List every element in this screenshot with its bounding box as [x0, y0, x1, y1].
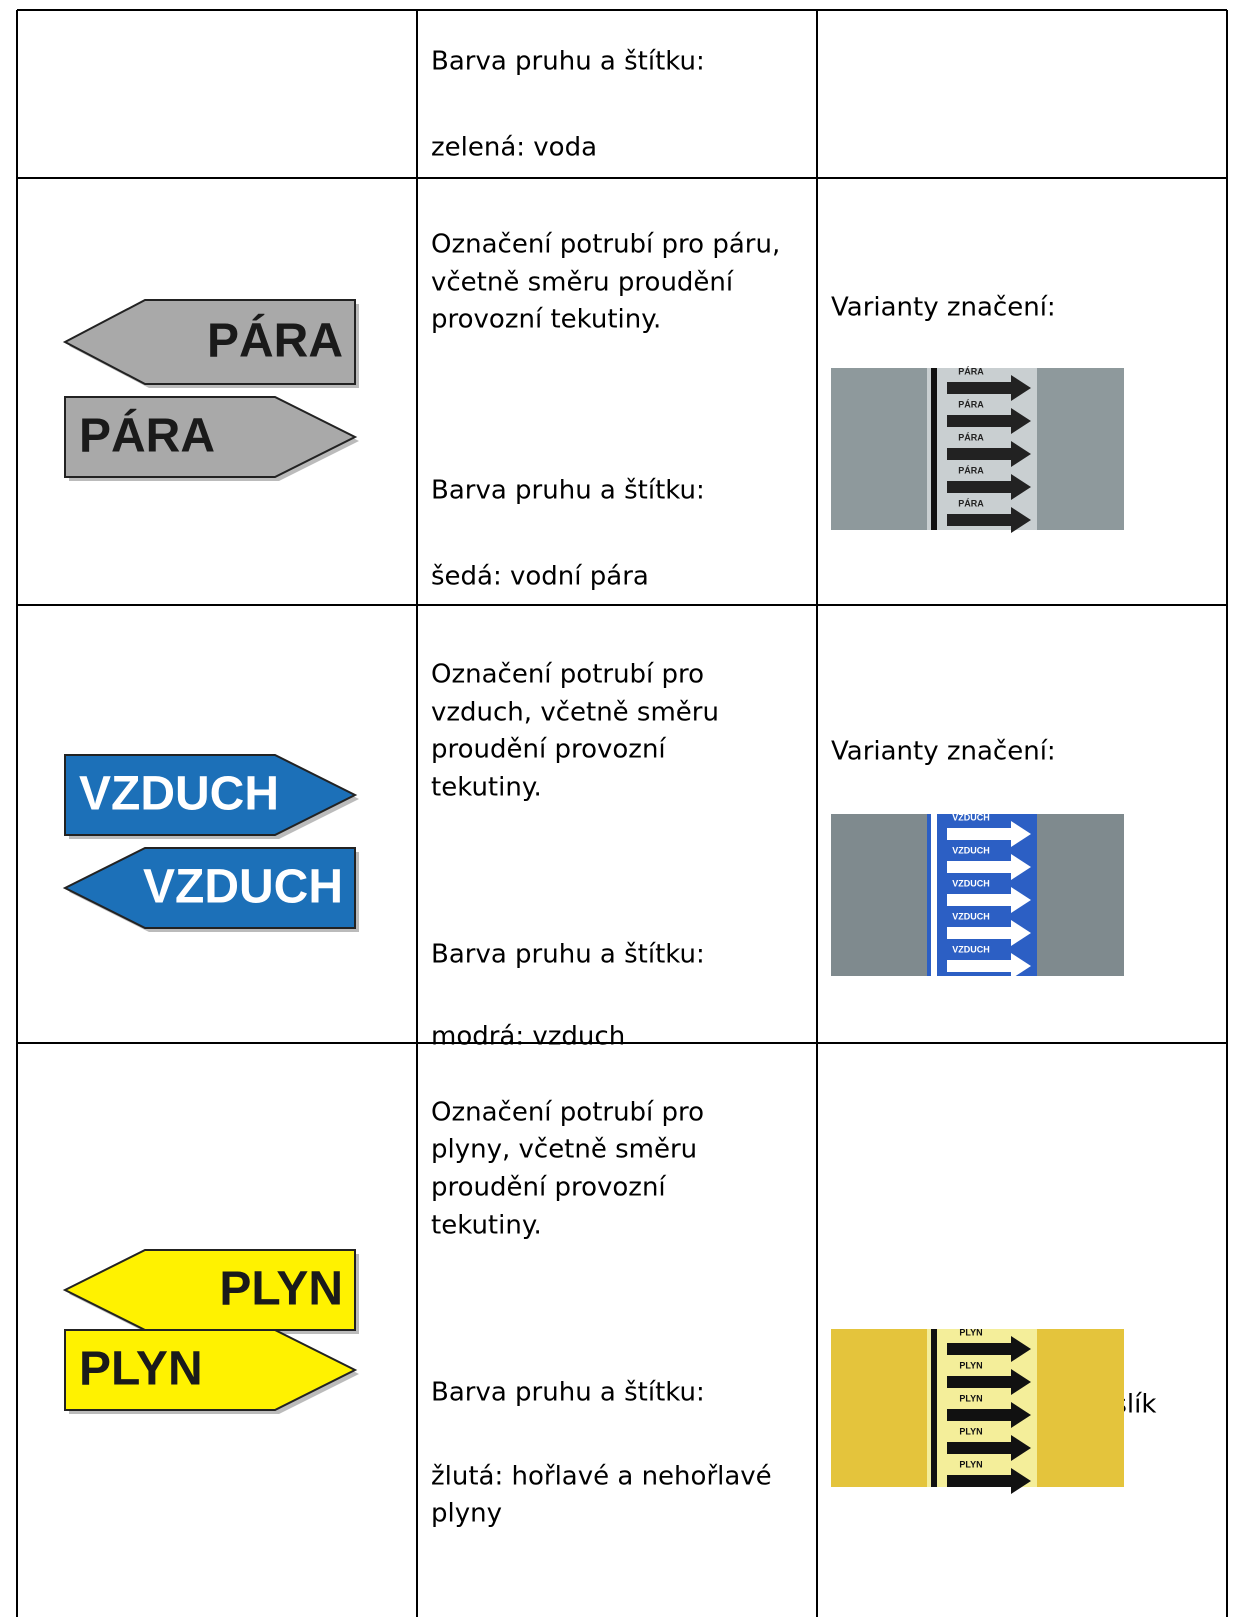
description-line: proudění provozní	[431, 1173, 666, 1203]
pipe-label: PLYN	[959, 1459, 982, 1469]
variants-heading: Varianty značení:	[831, 293, 1056, 323]
sign	[64, 754, 358, 836]
pipe-arrow	[947, 441, 1031, 467]
pipe-arrow	[947, 375, 1031, 401]
description-line: Označení potrubí pro páru,	[431, 230, 780, 260]
pipe-arrow	[947, 1402, 1031, 1428]
sign-label: PÁRA	[79, 409, 215, 463]
pipe-arrow	[947, 408, 1031, 434]
color-text: žlutá: hořlavé a nehořlavé	[431, 1462, 772, 1492]
description-line: tekutiny.	[431, 1211, 542, 1241]
color-text: plyny	[431, 1499, 502, 1529]
sign-label: PLYN	[79, 1343, 203, 1396]
sign-label: VZDUCH	[79, 768, 279, 821]
sign	[64, 396, 358, 478]
pipe-label: PLYN	[959, 1360, 982, 1370]
pipe-label: PLYN	[959, 1426, 982, 1436]
description-line: plyny, včetně směru	[431, 1135, 697, 1165]
pipe-label: PÁRA	[958, 465, 984, 475]
pipe-label: PÁRA	[958, 366, 984, 376]
pipe-label: PÁRA	[958, 498, 984, 508]
sign-label: PLYN	[219, 1263, 343, 1316]
pipe-arrow	[947, 474, 1031, 500]
pipe-arrow	[947, 854, 1031, 880]
pipe-arrow	[947, 920, 1031, 946]
pipe-arrow	[947, 953, 1031, 979]
color-heading: Barva pruhu a štítku:	[431, 476, 705, 506]
color-heading: Barva pruhu a štítku:	[431, 1378, 705, 1408]
color-text: zelená: voda	[431, 133, 597, 163]
pipe-label: PÁRA	[958, 399, 984, 409]
description-line: tekutiny.	[431, 773, 542, 803]
pipe-stripe	[931, 814, 937, 976]
color-heading: Barva pruhu a štítku:	[431, 940, 705, 970]
pipe-label: VZDUCH	[952, 944, 990, 954]
pipe-label: PLYN	[959, 1393, 982, 1403]
pipe-label: VZDUCH	[952, 878, 990, 888]
description-line: včetně směru proudění	[431, 268, 734, 298]
color-heading: Barva pruhu a štítku:	[431, 47, 705, 77]
description-line: Označení potrubí pro	[431, 660, 704, 690]
pipe-label: VZDUCH	[952, 911, 990, 921]
color-text: šedá: vodní pára	[431, 562, 649, 592]
description-line: Označení potrubí pro	[431, 1098, 704, 1128]
pipe-label: PÁRA	[958, 432, 984, 442]
sign	[62, 1249, 356, 1331]
description-line: vzduch, včetně směru	[431, 698, 719, 728]
color-text: modrá: vzduch	[431, 1022, 625, 1052]
table-grid	[16, 9, 1228, 1617]
pipe-arrow	[947, 821, 1031, 847]
pipe-arrow	[947, 1435, 1031, 1461]
sign-label: VZDUCH	[143, 861, 343, 914]
pipe-label: PLYN	[959, 1327, 982, 1337]
sign-label: PÁRA	[207, 314, 343, 368]
pipe-stripe	[931, 1329, 937, 1487]
sign	[64, 1329, 358, 1411]
pipe-arrow	[947, 507, 1031, 533]
variants-heading: Varianty značení:	[831, 737, 1056, 767]
description-line: proudění provozní	[431, 735, 666, 765]
pipe-label: VZDUCH	[952, 845, 990, 855]
sign	[62, 847, 356, 929]
pipe-arrow	[947, 1369, 1031, 1395]
pipe-arrow	[947, 1468, 1031, 1494]
pipe-arrow	[947, 887, 1031, 913]
pipe-arrow	[947, 1336, 1031, 1362]
description-line: provozní tekutiny.	[431, 305, 661, 335]
sign	[62, 299, 356, 385]
pipe-label: VZDUCH	[952, 812, 990, 822]
pipe-stripe	[931, 368, 937, 530]
